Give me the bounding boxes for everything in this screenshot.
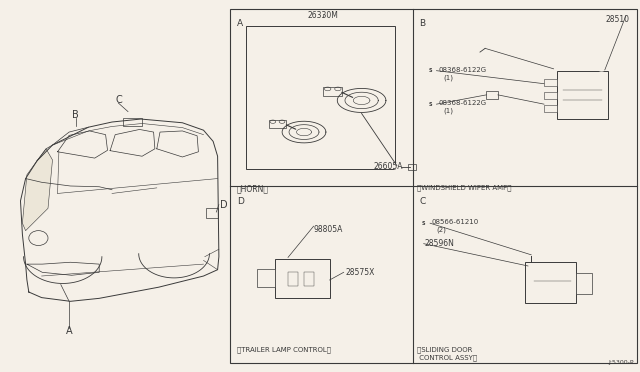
Bar bbox=[544, 105, 557, 112]
Bar bbox=[123, 118, 142, 126]
Circle shape bbox=[44, 253, 82, 275]
Text: S: S bbox=[422, 221, 426, 226]
Text: D: D bbox=[237, 197, 244, 206]
Bar bbox=[408, 164, 416, 170]
Circle shape bbox=[140, 241, 208, 280]
Text: 28510: 28510 bbox=[605, 15, 629, 24]
Circle shape bbox=[597, 72, 606, 77]
Text: 26605A: 26605A bbox=[374, 162, 403, 171]
Text: C: C bbox=[419, 197, 426, 206]
Bar bbox=[288, 272, 298, 286]
Text: 〈WINDSHIELD WIPER AMP〉: 〈WINDSHIELD WIPER AMP〉 bbox=[417, 184, 512, 191]
Text: 08368-6122G: 08368-6122G bbox=[438, 67, 486, 73]
Circle shape bbox=[261, 275, 271, 281]
Bar bbox=[544, 92, 557, 99]
Circle shape bbox=[417, 219, 430, 227]
Text: J:5300-P: J:5300-P bbox=[608, 360, 634, 365]
Circle shape bbox=[424, 67, 436, 74]
Circle shape bbox=[60, 187, 83, 200]
Circle shape bbox=[527, 252, 536, 257]
Bar bbox=[269, 120, 286, 128]
Text: A: A bbox=[66, 326, 72, 336]
Circle shape bbox=[25, 242, 100, 286]
Text: D: D bbox=[220, 200, 227, 209]
Circle shape bbox=[157, 250, 191, 270]
Bar bbox=[230, 9, 637, 363]
Bar bbox=[257, 269, 275, 287]
Bar bbox=[206, 208, 218, 218]
Bar bbox=[576, 273, 592, 294]
Polygon shape bbox=[22, 149, 52, 231]
Text: A: A bbox=[237, 19, 243, 28]
Bar bbox=[246, 26, 395, 169]
Text: 26330M: 26330M bbox=[308, 11, 339, 20]
Text: S: S bbox=[428, 102, 432, 107]
Text: B: B bbox=[72, 110, 79, 120]
Bar bbox=[323, 87, 342, 96]
Circle shape bbox=[424, 100, 436, 108]
Text: 08566-61210: 08566-61210 bbox=[432, 219, 479, 225]
Ellipse shape bbox=[29, 231, 48, 246]
Text: (1): (1) bbox=[443, 74, 453, 81]
Circle shape bbox=[65, 190, 78, 197]
Text: 98805A: 98805A bbox=[314, 225, 343, 234]
Bar bbox=[486, 91, 498, 99]
Text: S: S bbox=[428, 68, 432, 73]
Text: C: C bbox=[115, 96, 122, 105]
Text: (1): (1) bbox=[443, 108, 453, 114]
Bar bbox=[544, 79, 557, 86]
Text: 08368-6122G: 08368-6122G bbox=[438, 100, 486, 106]
Text: (2): (2) bbox=[436, 227, 446, 233]
Text: 〈SLIDING DOOR
 CONTROL ASSY〉: 〈SLIDING DOOR CONTROL ASSY〉 bbox=[417, 346, 477, 361]
Text: 〈HORN〉: 〈HORN〉 bbox=[237, 184, 269, 193]
Text: 28596N: 28596N bbox=[425, 239, 455, 248]
Circle shape bbox=[392, 164, 401, 169]
Bar bbox=[557, 71, 608, 119]
Text: 28575X: 28575X bbox=[346, 268, 375, 277]
Bar bbox=[304, 272, 314, 286]
Bar bbox=[275, 259, 330, 298]
Text: 〈TRAILER LAMP CONTROL〉: 〈TRAILER LAMP CONTROL〉 bbox=[237, 347, 331, 353]
Text: B: B bbox=[419, 19, 426, 28]
Bar bbox=[525, 262, 576, 303]
